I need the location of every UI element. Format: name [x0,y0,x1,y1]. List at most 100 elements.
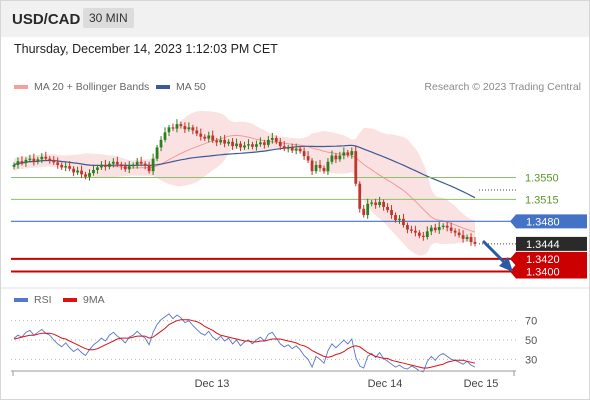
candle-body [326,161,330,172]
rsi-level-label: 70 [525,316,537,328]
candle-body [433,227,437,231]
candle-body [255,144,258,147]
candle-body [417,232,421,236]
candle-body [223,139,227,144]
candle-body [195,130,199,134]
candle-body [298,148,302,152]
candle-body [187,127,191,130]
candle-body [366,203,370,216]
candle-body [449,227,453,231]
candle-body [437,226,441,231]
candle-body [135,161,139,165]
candle-body [334,155,338,160]
candle-body [362,208,366,216]
candle-body [20,161,24,164]
candle-body [115,161,119,165]
candle-body [247,144,250,146]
candle-body [239,143,242,148]
candle-body [338,155,342,160]
candle-body [32,158,36,162]
candle-body [88,173,91,177]
candle-body [179,124,183,127]
candle-body [413,230,417,233]
rsi-level-label: 50 [525,335,537,347]
candle-body [92,169,95,174]
candle-body [84,174,87,177]
candle-body [406,225,409,230]
candle-body [40,156,44,160]
candle-body [322,168,326,172]
candle-body [402,218,405,226]
candle-body [163,132,167,140]
candle-body [155,147,159,159]
candle-body [262,142,266,145]
candle-body [76,170,79,173]
candle-body [314,164,318,172]
research-credit: Research © 2023 Trading Central [424,81,581,93]
candle-body [44,156,48,159]
candle-body [266,139,270,145]
pivot-label: 1.3480 [526,216,560,228]
candle-body [445,225,449,228]
forecast-arrow-shaft [481,239,508,266]
rsi-level-label: 30 [525,354,537,366]
candle-body [207,135,211,139]
candle-body [461,235,465,239]
candle-body [258,142,262,145]
rsi-legend-swatch [14,298,28,302]
candle-body [294,148,298,151]
current-price-label: 1.3444 [526,239,560,251]
candle-body [12,164,16,167]
ma20-legend-label: MA 20 + Bollinger Bands [34,81,150,93]
candle-body [147,165,151,172]
candle-body [342,152,346,156]
candle-body [354,151,358,184]
candle-body [72,168,76,173]
candle-body [270,137,274,140]
candle-body [107,163,111,167]
timeframe-badge[interactable]: 30 MIN [83,8,134,28]
candle-body [56,162,60,165]
ma20-legend-swatch [14,85,28,89]
chart-datetime: Thursday, December 14, 2023 1:12:03 PM C… [14,42,278,56]
candle-body [28,158,32,160]
candle-body [282,146,286,149]
candle-body [231,141,234,147]
forecast-arrow-head [499,257,513,272]
candle-body [374,202,378,206]
candle-body [421,235,425,237]
candle-body [199,133,203,137]
candle-body [219,139,223,143]
candle-body [302,151,306,157]
candle-body [191,127,195,131]
candle-body [131,164,135,167]
candle-body [167,127,171,133]
candle-body [286,147,290,149]
candle-body [36,159,40,162]
target-tag [510,264,587,279]
ma50-line [13,144,476,199]
candle-body [386,206,389,211]
candle-body [390,210,393,216]
candle-body [159,139,163,148]
time-axis-label: Dec 15 [464,378,499,390]
candle-body [465,237,469,239]
candle-body [429,227,433,232]
candle-body [251,144,254,147]
candle-body [441,225,445,227]
target-label: 1.3420 [526,254,560,266]
ma9-legend-label: 9MA [83,294,105,306]
candle-body [358,183,362,209]
candle-body [382,201,385,207]
chart-header: USD/CAD 30 MIN [1,1,589,37]
candle-body [370,202,374,204]
time-axis-label: Dec 14 [368,378,403,390]
candle-body [143,163,147,166]
candle-body [64,166,68,168]
candle-body [127,166,131,170]
candle-body [278,141,282,147]
rsi-legend-label: RSI [34,294,52,306]
candle-body [96,167,99,170]
candle-body [235,143,238,147]
